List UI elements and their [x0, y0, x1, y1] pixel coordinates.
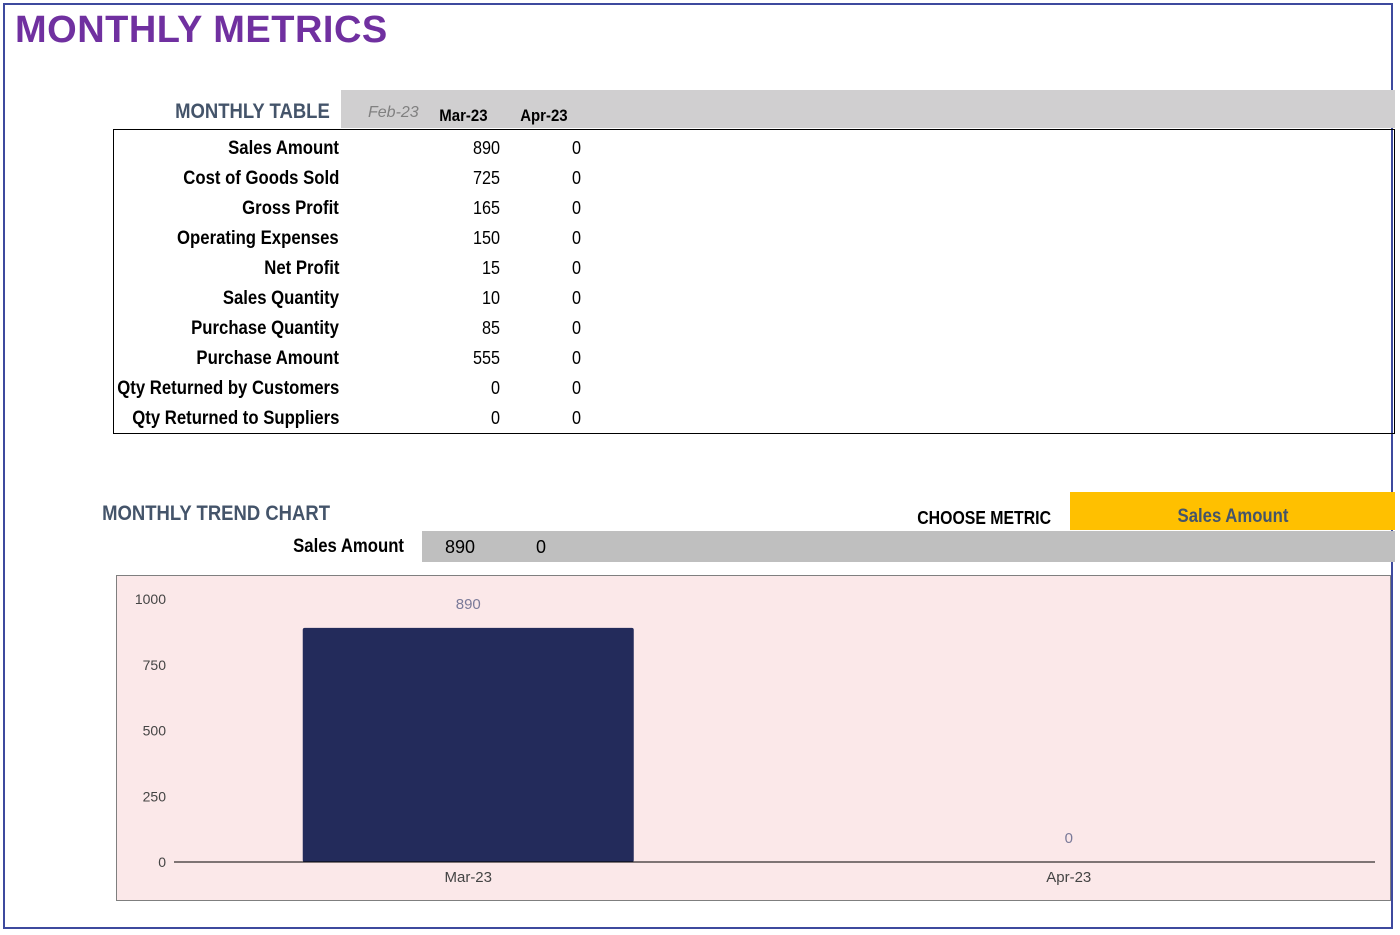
bar-Mar-23	[302, 627, 634, 862]
cell-mar: 0	[490, 378, 500, 398]
cell-apr: 0	[571, 258, 581, 278]
y-tick-label: 500	[143, 723, 167, 739]
table-row: Cost of Goods Sold 725 0	[114, 168, 1394, 198]
cell-apr: 0	[571, 408, 581, 428]
y-tick-label: 250	[143, 788, 167, 804]
cell-mar: 890	[472, 138, 500, 158]
cell-apr: 0	[571, 168, 581, 188]
cell-mar: 150	[472, 228, 500, 248]
table-row: Net Profit 15 0	[114, 258, 1394, 288]
data-label: 0	[1065, 830, 1073, 847]
table-row: Purchase Quantity 85 0	[114, 318, 1394, 348]
cell-apr: 0	[571, 318, 581, 338]
column-header-apr: Apr-23	[520, 106, 568, 125]
row-label: Net Profit	[263, 258, 339, 279]
row-label: Sales Amount	[228, 138, 339, 159]
row-label: Cost of Goods Sold	[182, 168, 339, 189]
row-label: Qty Returned to Suppliers	[131, 408, 339, 429]
trend-row-label: Sales Amount	[293, 536, 404, 557]
row-label: Purchase Amount	[196, 348, 339, 369]
sheet-frame: MONTHLY METRICS MONTHLY TABLE Feb-23 Mar…	[3, 3, 1395, 929]
row-label: Qty Returned by Customers	[116, 378, 339, 399]
x-tick-label: Mar-23	[444, 869, 492, 886]
table-row: Qty Returned by Customers 0 0	[114, 378, 1394, 408]
trend-value-mar: 890	[445, 537, 476, 557]
chart-canvas: 0 250 500 750 1000 890 Mar-23 0 Apr-23	[135, 591, 1375, 886]
monthly-table-heading: MONTHLY TABLE	[175, 100, 330, 123]
cell-apr: 0	[571, 198, 581, 218]
table-header-band	[341, 90, 1395, 128]
metric-selector[interactable]: Sales Amount	[1070, 492, 1395, 530]
monthly-table: Sales Amount 890 0 Cost of Goods Sold 725 0 Gr…	[113, 129, 1395, 434]
cell-apr: 0	[571, 228, 581, 248]
cell-apr: 0	[571, 288, 581, 308]
cell-mar: 85	[481, 318, 500, 338]
row-label: Operating Expenses	[177, 228, 339, 249]
y-tick-label: 750	[143, 657, 167, 673]
table-row: Qty Returned to Suppliers 0 0	[114, 408, 1394, 438]
trend-chart-heading: MONTHLY TREND CHART	[102, 502, 330, 525]
cell-mar: 165	[472, 198, 500, 218]
cell-apr: 0	[571, 138, 581, 158]
y-tick-label: 1000	[135, 591, 166, 607]
cell-mar: 725	[472, 168, 500, 188]
x-tick-label: Apr-23	[1046, 869, 1091, 886]
cell-mar: 555	[472, 348, 500, 368]
cell-mar: 10	[481, 288, 500, 308]
trend-chart: 0 250 500 750 1000 890 Mar-23 0 Apr-23	[116, 575, 1391, 901]
row-label: Purchase Quantity	[191, 318, 339, 339]
trend-value-band	[422, 531, 1395, 562]
row-label: Sales Quantity	[222, 288, 339, 309]
choose-metric-label: CHOOSE METRIC	[917, 508, 1051, 528]
table-row: Sales Amount 890 0	[114, 138, 1394, 168]
cell-apr: 0	[571, 378, 581, 398]
row-label: Gross Profit	[242, 198, 339, 219]
y-tick-label: 0	[158, 854, 166, 870]
data-label: 890	[456, 596, 481, 613]
cell-mar: 0	[490, 408, 500, 428]
table-row: Sales Quantity 10 0	[114, 288, 1394, 318]
trend-value-apr: 0	[536, 537, 547, 557]
table-row: Gross Profit 165 0	[114, 198, 1394, 228]
column-header-feb: Feb-23	[368, 104, 419, 121]
cell-mar: 15	[481, 258, 500, 278]
page-title: MONTHLY METRICS	[15, 9, 388, 51]
table-row: Operating Expenses 150 0	[114, 228, 1394, 258]
table-row: Purchase Amount 555 0	[114, 348, 1394, 378]
selected-metric: Sales Amount	[1177, 506, 1288, 527]
column-header-mar: Mar-23	[439, 106, 488, 125]
cell-apr: 0	[571, 348, 581, 368]
